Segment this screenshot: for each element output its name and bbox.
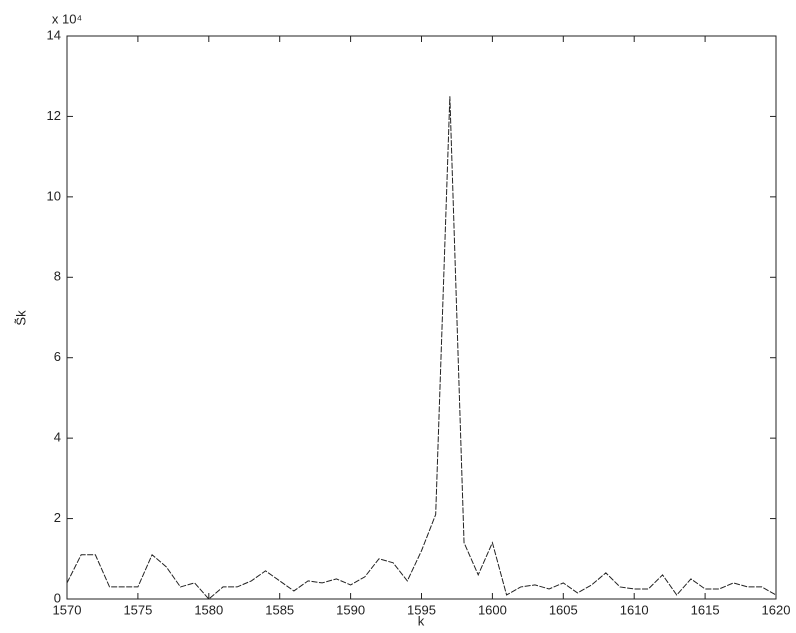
x-axis-label: k — [418, 613, 425, 628]
y-axis-label: S̃k — [13, 310, 28, 326]
y-tick-label: 2 — [54, 510, 61, 525]
x-tick-label: 1615 — [691, 602, 720, 617]
y-tick-label: 6 — [54, 349, 61, 364]
y-tick-label: 10 — [47, 188, 61, 203]
x-tick-label: 1590 — [336, 602, 365, 617]
x-tick-label: 1620 — [762, 602, 791, 617]
x-tick-label: 1600 — [478, 602, 507, 617]
y-tick-label: 14 — [47, 27, 61, 42]
y-tick-label: 4 — [54, 430, 61, 445]
axes-box — [66, 35, 777, 600]
x-tick-label: 1605 — [549, 602, 578, 617]
x-tick-label: 1585 — [265, 602, 294, 617]
x-tick-label: 1570 — [53, 602, 82, 617]
y-tick-label: 12 — [47, 108, 61, 123]
x-tick-label: 1610 — [620, 602, 649, 617]
y-tick-label: 8 — [54, 269, 61, 284]
y-tick-label: 0 — [54, 590, 61, 605]
x-tick-label: 1595 — [407, 602, 436, 617]
x-tick-label: 1575 — [123, 602, 152, 617]
data-line — [66, 96, 777, 600]
y-multiplier: x 10⁴ — [52, 11, 82, 26]
x-tick-label: 1580 — [194, 602, 223, 617]
